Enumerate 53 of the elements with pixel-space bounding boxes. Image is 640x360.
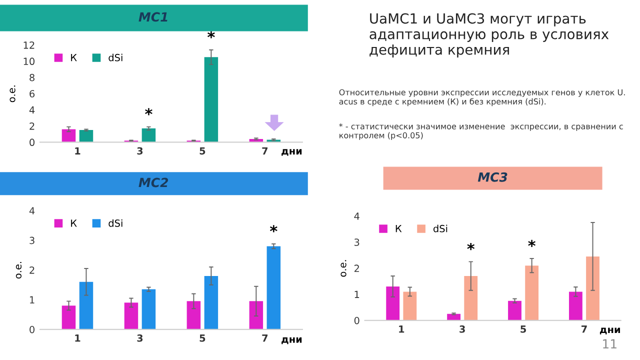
y-axis-title: о.е.: [340, 260, 346, 277]
x-tick-label: 3: [137, 334, 143, 342]
text: Относительные уровни экспрессии исследуемых генов у клеток U. acus в среде с кремнием (К) и без кремния (dSi).: [339, 89, 625, 106]
annotation: *: [528, 240, 536, 247]
x-tick-label: 7: [581, 326, 587, 333]
chart-title: MC2: [138, 178, 168, 188]
y-tick-label: 4: [29, 106, 35, 114]
annotation: *: [145, 108, 152, 116]
x-tick-label: 7: [262, 334, 268, 342]
legend-label: dSi: [433, 224, 448, 232]
chart-title: MC3: [478, 172, 508, 182]
y-tick-label: 3: [30, 236, 34, 244]
chart-title: MC1: [138, 12, 168, 22]
y-axis-title: о.е.: [16, 262, 22, 279]
y-tick-label: 0: [30, 326, 34, 334]
y-tick-label: 8: [30, 74, 34, 82]
x-tick-label: 1: [75, 334, 80, 342]
x-tick-label: 5: [520, 326, 526, 333]
x-tick-label: 3: [137, 147, 143, 155]
y-tick-label: 2: [354, 264, 359, 272]
y-tick-label: 0: [30, 138, 34, 146]
y-tick-label: 6: [30, 90, 35, 98]
y-tick-label: 0: [354, 316, 360, 324]
y-tick-label: 12: [24, 41, 34, 49]
annotation: *: [270, 225, 278, 232]
text: * - статистически значимое изменение экспрессии, в сравнении с контролем (p<0.05): [339, 123, 623, 140]
x-axis-title: дни: [282, 337, 302, 344]
annotation: *: [207, 31, 215, 38]
x-tick-label: 5: [200, 334, 206, 342]
y-tick-label: 2: [30, 266, 34, 274]
legend-label: К: [71, 54, 77, 62]
y-tick-label: 4: [354, 212, 360, 220]
x-tick-label: 1: [399, 326, 404, 333]
legend-label: dSi: [108, 54, 122, 62]
x-axis-title: дни: [600, 328, 620, 334]
y-tick-label: 1: [30, 296, 34, 304]
y-tick-label: 10: [24, 58, 34, 66]
x-tick-label: 5: [200, 147, 206, 155]
x-tick-label: 3: [460, 325, 465, 333]
y-tick-label: 1: [354, 290, 360, 298]
x-tick-label: 7: [262, 147, 268, 154]
x-axis-title: дни: [282, 149, 302, 156]
y-tick-label: 4: [29, 207, 35, 214]
text: 11: [603, 339, 616, 348]
legend-label: К: [396, 225, 402, 232]
y-tick-label: 2: [30, 122, 34, 130]
x-tick-label: 1: [75, 147, 80, 154]
legend-label: dSi: [108, 219, 122, 227]
text: UaMC1 и UaMC3 могут играть адаптационную роль в условиях дефицита кремния: [370, 13, 609, 58]
legend-label: К: [71, 220, 77, 227]
annotation: *: [467, 242, 475, 250]
y-tick-label: 3: [354, 238, 360, 246]
y-axis-title: о.е.: [10, 86, 16, 102]
